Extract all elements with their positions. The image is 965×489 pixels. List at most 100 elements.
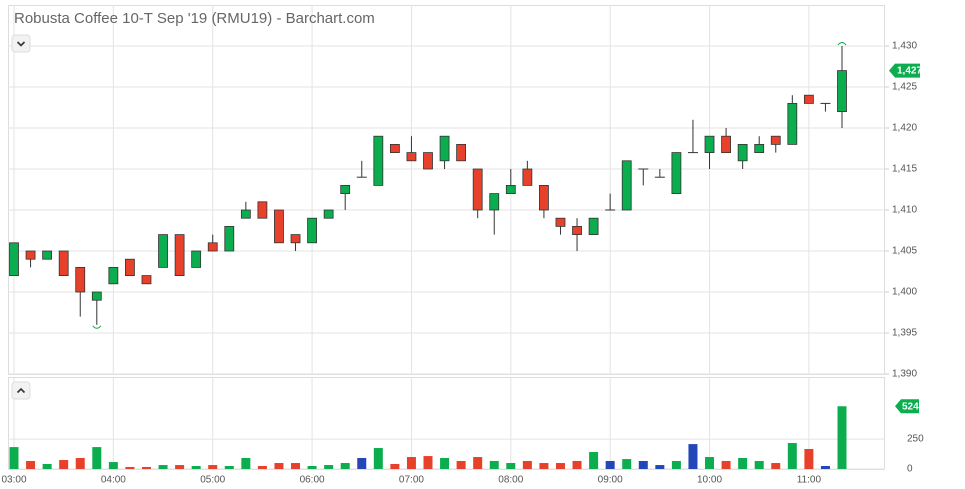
candle-body	[25, 250, 36, 260]
candle-body	[572, 225, 582, 235]
volume-bar	[59, 460, 69, 469]
candle-body	[191, 250, 202, 268]
volume-bar	[440, 457, 450, 469]
volume-bar	[605, 460, 615, 469]
volume-bar	[175, 465, 185, 469]
candle-body	[274, 209, 284, 244]
y-tick-label: 1,430	[892, 41, 917, 52]
candle-body	[803, 94, 814, 104]
candle-body	[158, 234, 168, 268]
y-tick-label: 1,390	[892, 369, 917, 380]
candle-body	[837, 70, 847, 112]
y-tick-label: 1,425	[892, 82, 917, 93]
candle-body	[224, 225, 235, 252]
candle-body	[174, 234, 185, 277]
volume-bar	[655, 465, 665, 469]
candle-body	[754, 143, 765, 153]
volume-bar	[638, 460, 648, 469]
candle-body	[621, 160, 632, 211]
volume-bar	[373, 448, 383, 469]
volume-bar	[158, 465, 168, 469]
last-price-label: 1,427	[897, 66, 922, 77]
candle-body	[207, 242, 218, 252]
volume-bar	[456, 460, 466, 469]
high-marker	[837, 42, 847, 46]
candle-body	[75, 266, 86, 293]
candle-body	[389, 143, 400, 153]
y-tick-label: 1,410	[892, 205, 917, 216]
chart-title: Robusta Coffee 10-T Sep '19 (RMU19) - Ba…	[14, 10, 375, 27]
volume-bar	[208, 465, 218, 469]
last-price-tag	[889, 63, 920, 78]
candle-body	[91, 291, 102, 301]
volume-bar	[754, 460, 764, 469]
volume-bar	[26, 460, 36, 469]
volume-bar	[9, 447, 19, 469]
volume-bar	[291, 463, 301, 469]
button-box[interactable]	[11, 381, 31, 400]
volume-bar	[820, 466, 830, 469]
candle-body	[423, 152, 433, 170]
x-tick-label: 05:00	[200, 475, 225, 486]
candle-body	[42, 250, 53, 260]
candle-body	[505, 184, 516, 194]
volume-bar	[357, 457, 367, 469]
x-tick-label: 08:00	[498, 475, 523, 486]
y-tick-label: 1,420	[892, 123, 917, 134]
volume-bar	[141, 466, 151, 469]
volume-bar	[837, 406, 847, 469]
expand-button[interactable]	[11, 381, 31, 400]
button-box[interactable]	[11, 34, 31, 53]
candle-body	[472, 168, 483, 211]
x-tick-label: 07:00	[399, 475, 424, 486]
y-tick-label: 1,395	[892, 328, 917, 339]
volume-bar	[257, 466, 267, 469]
candle-body	[489, 193, 500, 211]
x-tick-label: 06:00	[300, 475, 325, 486]
x-tick-label: 04:00	[101, 475, 126, 486]
candle-body	[539, 184, 549, 211]
volume-bar	[522, 460, 532, 469]
y-tick-label: 1,405	[892, 246, 917, 257]
volume-bar	[108, 462, 118, 469]
volume-bar	[506, 463, 516, 469]
candle-body	[58, 250, 69, 277]
volume-bar	[671, 460, 681, 469]
volume-bar	[241, 457, 251, 469]
candle-body	[373, 135, 384, 186]
candle-body	[240, 209, 251, 219]
y-tick-label: 1,415	[892, 164, 917, 175]
volume-bar	[406, 457, 416, 469]
volume-bar	[324, 465, 334, 469]
collapse-button[interactable]	[11, 34, 31, 53]
candle-body	[456, 143, 467, 162]
candle-body	[555, 217, 566, 227]
candle-body	[307, 217, 317, 244]
chevron-up	[16, 387, 26, 394]
last-volume-tag	[895, 399, 919, 414]
low-marker	[92, 325, 102, 329]
volume-bar	[539, 463, 549, 469]
volume-bar	[42, 463, 52, 469]
volume-bar	[92, 447, 102, 469]
volume-bar	[787, 443, 797, 469]
volume-bar	[390, 463, 400, 469]
volume-bar	[555, 463, 565, 469]
y-tick-label: 250	[907, 434, 924, 445]
volume-bar	[589, 451, 599, 469]
candle-body	[125, 258, 135, 277]
y-tick-label: 1,400	[892, 287, 917, 298]
x-tick-label: 09:00	[598, 475, 623, 486]
volume-bar	[804, 449, 814, 469]
y-tick-label: 0	[907, 464, 913, 475]
candle-body	[439, 135, 450, 162]
volume-bar	[721, 460, 731, 469]
volume-bar	[423, 456, 433, 469]
last-volume-label: 524	[902, 401, 919, 412]
candle-body	[323, 209, 334, 219]
volume-bar	[191, 466, 201, 469]
candle-body	[770, 135, 781, 145]
candle-body	[721, 135, 731, 153]
candle-body	[9, 242, 19, 277]
